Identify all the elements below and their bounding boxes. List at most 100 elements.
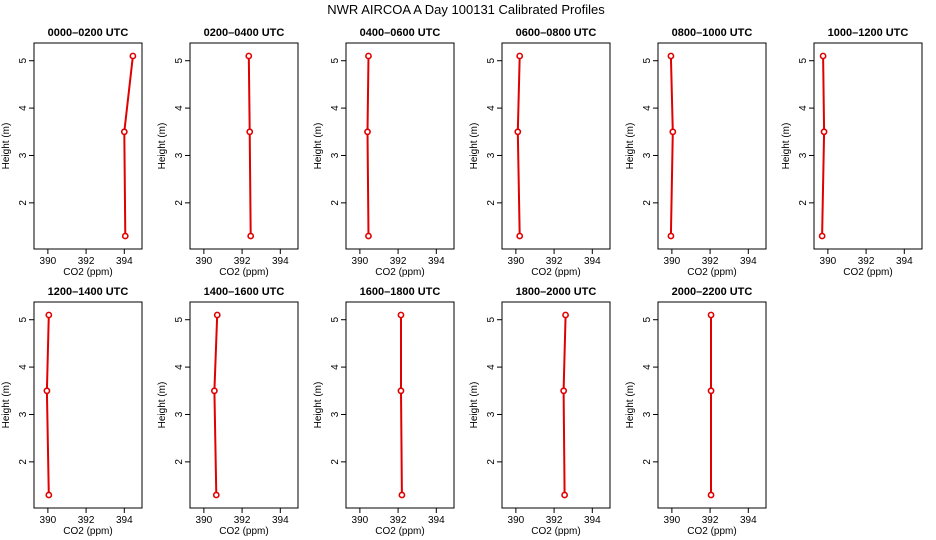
y-axis-label: Height (m) [1, 382, 12, 429]
data-point [245, 52, 253, 60]
x-tick-label: 394 [584, 256, 601, 267]
y-tick-label: 2 [330, 200, 341, 206]
y-tick-label: 2 [18, 459, 29, 465]
y-tick-label: 3 [642, 411, 653, 417]
data-point [516, 232, 524, 240]
x-tick-label: 392 [546, 515, 563, 526]
x-tick-label: 392 [234, 256, 251, 267]
x-axis-label: CO2 (ppm) [687, 267, 736, 278]
x-tick-label: 392 [702, 256, 719, 267]
data-point [707, 491, 715, 499]
x-tick-label: 392 [702, 515, 719, 526]
y-tick-label: 5 [330, 316, 341, 322]
data-point [45, 311, 53, 319]
profile-line [366, 55, 370, 237]
x-axis-label: CO2 (ppm) [375, 526, 424, 537]
panel-3: 0400–0600 UTC 390 392 394 2 3 4 5 CO2 (ppm) Heigh… [313, 27, 455, 278]
plot-frame [813, 42, 923, 250]
panel-title: 2000–2200 UTC [672, 286, 753, 298]
profile-line [516, 55, 521, 237]
panel-6: 1000–1200 UTC 390 392 394 2 3 4 5 CO2 (ppm) Heigh… [781, 27, 923, 278]
data-point [514, 128, 522, 136]
data-point [246, 128, 254, 136]
y-tick-label: 2 [18, 200, 29, 206]
y-tick-label: 3 [18, 152, 29, 158]
y-tick-label: 3 [330, 152, 341, 158]
data-point [45, 491, 53, 499]
y-tick-label: 2 [174, 459, 185, 465]
y-tick-label: 3 [18, 411, 29, 417]
x-tick-label: 390 [352, 515, 369, 526]
profile-line [213, 314, 219, 496]
y-tick-label: 4 [642, 364, 653, 370]
data-point [364, 128, 371, 136]
data-point [819, 52, 827, 60]
y-tick-label: 5 [486, 57, 497, 63]
panel-11: 2000–2200 UTC 390 392 394 2 3 4 5 CO2 (ppm) Heigh… [625, 286, 767, 537]
y-tick-label: 2 [798, 200, 809, 206]
x-tick-label: 394 [116, 256, 133, 267]
data-point [210, 387, 218, 395]
y-tick-label: 4 [18, 105, 29, 111]
data-point [121, 232, 129, 240]
y-tick-label: 3 [486, 152, 497, 158]
data-point [213, 311, 221, 319]
data-point [667, 232, 675, 240]
data-point [707, 311, 715, 319]
x-tick-label: 392 [858, 256, 875, 267]
x-axis-label: CO2 (ppm) [375, 267, 424, 278]
y-tick-label: 4 [18, 364, 29, 370]
panel-title: 1000–1200 UTC [828, 27, 909, 39]
data-point [120, 128, 128, 136]
panel-8: 1400–1600 UTC 390 392 394 2 3 4 5 CO2 (ppm) Heigh… [157, 286, 299, 537]
y-tick-label: 2 [642, 200, 653, 206]
x-tick-label: 390 [508, 256, 525, 267]
y-tick-label: 5 [18, 57, 29, 63]
panel-7: 1200–1400 UTC 390 392 394 2 3 4 5 CO2 (ppm) Heigh… [1, 286, 143, 537]
y-tick-label: 4 [330, 364, 341, 370]
y-tick-label: 3 [642, 152, 653, 158]
data-point [398, 491, 406, 499]
y-tick-label: 5 [18, 316, 29, 322]
x-tick-label: 394 [272, 256, 289, 267]
panel-title: 1200–1400 UTC [48, 286, 129, 298]
x-tick-label: 390 [820, 256, 837, 267]
plot-frame [33, 301, 143, 509]
y-tick-label: 4 [174, 364, 185, 370]
y-tick-label: 5 [174, 316, 185, 322]
y-axis-label: Height (m) [313, 382, 324, 429]
x-tick-label: 394 [740, 256, 757, 267]
plot-frame [501, 42, 611, 250]
panel-5: 0800–1000 UTC 390 392 394 2 3 4 5 CO2 (ppm) Heigh… [625, 27, 767, 278]
x-tick-label: 390 [196, 256, 213, 267]
x-tick-label: 392 [546, 256, 563, 267]
panel-title: 0600–0800 UTC [516, 27, 597, 39]
x-tick-label: 394 [740, 515, 757, 526]
data-point [397, 311, 405, 319]
x-axis-label: CO2 (ppm) [219, 526, 268, 537]
y-tick-label: 2 [330, 459, 341, 465]
x-tick-label: 394 [896, 256, 913, 267]
x-axis-label: CO2 (ppm) [63, 526, 112, 537]
x-tick-label: 390 [664, 256, 681, 267]
y-tick-label: 4 [798, 105, 809, 111]
panel-1: 0000–0200 UTC 390 392 394 2 3 4 5 CO2 (ppm) Heigh… [1, 27, 143, 278]
y-tick-label: 3 [798, 152, 809, 158]
data-point [129, 52, 137, 60]
panel-title: 1600–1800 UTC [360, 286, 441, 298]
panel-4: 0600–0800 UTC 390 392 394 2 3 4 5 CO2 (ppm) Heigh… [469, 27, 611, 278]
y-tick-label: 4 [486, 364, 497, 370]
x-tick-label: 394 [272, 515, 289, 526]
y-tick-label: 5 [486, 316, 497, 322]
panel-title: 0400–0600 UTC [360, 27, 441, 39]
x-axis-label: CO2 (ppm) [531, 267, 580, 278]
y-tick-label: 5 [330, 57, 341, 63]
y-tick-label: 3 [174, 152, 185, 158]
data-point [561, 491, 568, 499]
profile-line [821, 55, 826, 237]
data-point [818, 232, 826, 240]
x-tick-label: 390 [196, 515, 213, 526]
panel-title: 1400–1600 UTC [204, 286, 285, 298]
y-axis-label: Height (m) [1, 123, 12, 170]
